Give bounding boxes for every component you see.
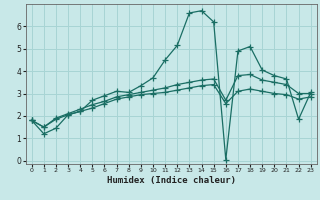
X-axis label: Humidex (Indice chaleur): Humidex (Indice chaleur) — [107, 176, 236, 185]
